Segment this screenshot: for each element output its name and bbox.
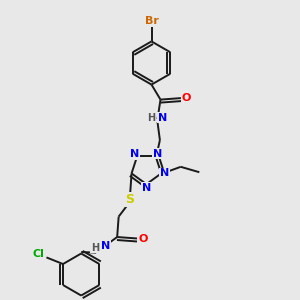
Text: Br: Br <box>145 16 158 26</box>
Text: O: O <box>138 233 148 244</box>
Text: N: N <box>158 112 167 123</box>
Text: S: S <box>126 193 135 206</box>
Text: N: N <box>100 241 110 251</box>
Text: Cl: Cl <box>32 249 44 259</box>
Text: N: N <box>160 168 170 178</box>
Text: H: H <box>147 112 155 123</box>
Text: N: N <box>142 183 151 193</box>
Text: N: N <box>153 148 163 159</box>
Text: H: H <box>91 242 99 253</box>
Text: N: N <box>130 149 140 160</box>
Text: O: O <box>182 93 191 103</box>
